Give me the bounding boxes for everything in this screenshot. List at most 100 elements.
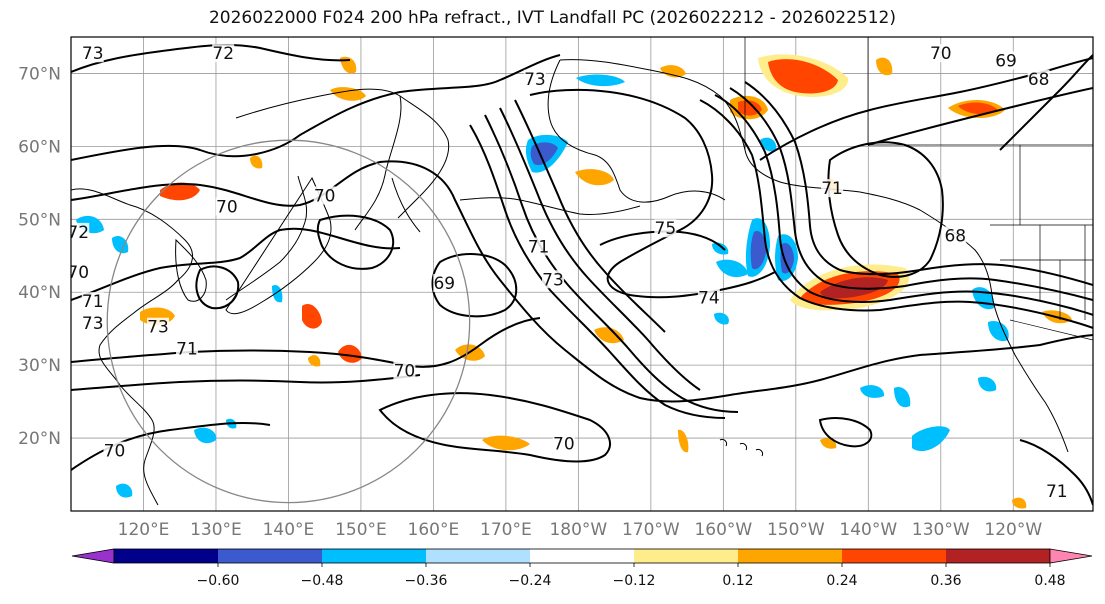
contour-line [71,374,421,391]
contour-label-background [552,434,575,453]
contour-label: 73 [542,270,564,290]
contour-label-background [393,361,416,380]
coastlines [71,59,1069,506]
contour-line [71,421,271,471]
contour-label-background [995,51,1018,70]
contour-line [431,253,518,318]
contour-label: 72 [212,44,234,64]
colorbar-tick-label: −0.12 [613,573,656,589]
colorbar-ticks: −0.60 −0.48 −0.36 −0.24 −0.12 0.12 0.24 0.36 0.4… [197,563,1066,589]
longitude-tick-label: 150°E [335,520,387,540]
colorbar-cell [634,549,738,563]
latitude-tick-label: 70°N [18,64,61,84]
contour-label: 70 [314,186,336,206]
anomaly-positive-small-1 [250,155,263,169]
contour-label-background [929,44,952,63]
contour-label-background [654,219,677,238]
colorbar-cell [738,549,842,563]
contour-label: 69 [995,52,1017,72]
contour-label-background [215,197,238,216]
range-circle [106,139,471,504]
contour-line [759,57,1093,161]
colorbar-extend-low [71,548,115,564]
contour-label: 71 [176,340,198,360]
anomaly-positive-gulf [876,57,893,76]
contour-label: 71 [1046,482,1068,502]
colorbar-cells [71,548,1093,564]
contour-label-background [71,263,90,281]
latitude-tick-label: 60°N [18,137,61,157]
contour-line [195,265,240,310]
anomaly-positive-pacific-4 [482,435,530,451]
contour-line [499,107,701,391]
contour-label: 73 [524,70,546,90]
colorbar-cell [322,549,426,563]
coastline-bc [859,191,1069,453]
anomaly-positive-siberia-4 [660,65,686,78]
anomaly-negative-jet-3 [716,259,748,278]
anomaly-positive-pacific-1 [338,344,362,363]
contour-line [316,214,395,270]
contour-line [599,230,726,251]
contour-line [867,87,1093,146]
coastline-alaska [547,59,861,203]
anomaly-negative-west-coast-2 [988,320,1009,342]
colorbar: −0.60 −0.48 −0.36 −0.24 −0.12 0.12 0.24 0.36 0.4… [71,548,1093,589]
contour-label: 68 [944,227,966,247]
longitude-tick-label: 140°E [263,520,315,540]
anomaly-positive-small-4 [308,355,321,367]
contour-line [71,317,541,368]
contour-line [71,227,401,301]
colorbar-cell [218,549,322,563]
longitude-tick-label: 170°E [480,520,532,540]
coastline-korea [175,238,207,302]
longitude-tick-label: 170°W [622,520,680,540]
anomaly-positive-pacific-3 [594,327,624,344]
contour-label: 70 [216,197,238,217]
map-frame [70,36,1094,512]
contour-label: 73 [82,314,104,334]
colorbar-tick-label: −0.60 [197,573,240,589]
latitude-labels: 20°N 30°N 40°N 50°N 60°N 70°N [18,64,61,449]
anomaly-positive-korea [160,182,200,201]
longitude-tick-label: 120°E [118,520,170,540]
contour-line [818,417,873,448]
shaded-anomalies [76,54,1072,509]
contour-line [714,94,1093,316]
anomaly-positive-alaska-core [768,59,838,94]
anomaly-negative-jet-2-core [780,242,794,274]
contour-label-background [1027,69,1050,88]
contour-label: 68 [1028,70,1050,90]
latitude-tick-label: 30°N [18,356,61,376]
colorbar-cell [530,549,634,563]
border-us-states [1000,225,1093,320]
anomaly-positive-siberia-3 [575,169,614,186]
contour-label: 73 [147,318,169,338]
longitude-labels: 120°E 130°E 140°E 150°E 160°E 170°E 180°W 170°W… [118,520,1043,540]
colorbar-tick-label: −0.36 [405,573,448,589]
coastline-kamchatka [397,95,450,219]
longitude-tick-label: 150°W [767,520,825,540]
contour-label-background [697,288,720,307]
anomaly-negative-ec-1 [860,385,885,398]
contour-label: 72 [67,223,89,243]
contour-line [71,54,561,161]
contour-line [529,88,776,299]
contour-label-background [81,314,104,333]
longitude-tick-label: 130°E [190,520,242,540]
anomaly-positive-alaska-2-core [738,100,762,116]
contour-line [514,99,666,333]
anomaly-negative-small-1 [714,312,729,325]
contour-label: 73 [82,44,104,64]
longitude-tick-label: 160°E [408,520,460,540]
anomaly-negative-taiwan [194,427,217,444]
colorbar-tick-label: −0.48 [301,573,344,589]
contour-line [469,124,726,419]
contour-line [827,141,944,278]
coastline-aleutians [459,197,641,215]
anomaly-negative-philippines [116,483,133,498]
longitude-tick-label: 160°W [694,520,752,540]
contour-label-background [212,44,235,63]
